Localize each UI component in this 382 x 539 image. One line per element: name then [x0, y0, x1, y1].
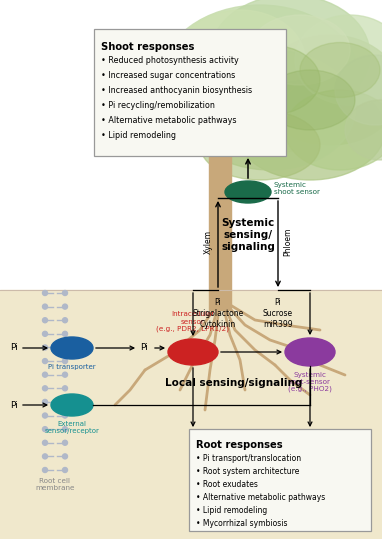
Text: • Mycorrhizal symbiosis: • Mycorrhizal symbiosis	[196, 519, 288, 528]
Ellipse shape	[170, 90, 250, 150]
Text: • Alternative metabolic pathways: • Alternative metabolic pathways	[101, 116, 236, 125]
Circle shape	[42, 440, 47, 445]
Text: Systemic
shoot sensor: Systemic shoot sensor	[274, 182, 320, 196]
Ellipse shape	[250, 15, 350, 85]
Text: • Pi recycling/remobilization: • Pi recycling/remobilization	[101, 101, 215, 110]
Text: Local sensing/signaling: Local sensing/signaling	[165, 378, 303, 388]
Circle shape	[42, 386, 47, 391]
Text: Pi: Pi	[10, 343, 18, 353]
Circle shape	[42, 413, 47, 418]
Ellipse shape	[185, 50, 355, 170]
Text: • Lipid remodeling: • Lipid remodeling	[196, 506, 267, 515]
Ellipse shape	[51, 337, 93, 359]
Circle shape	[42, 291, 47, 295]
Text: Pi transporter: Pi transporter	[48, 364, 96, 370]
Text: Root cell
membrane: Root cell membrane	[35, 478, 75, 492]
Circle shape	[42, 399, 47, 404]
Circle shape	[63, 317, 68, 323]
Circle shape	[42, 372, 47, 377]
Ellipse shape	[300, 43, 380, 98]
Ellipse shape	[335, 55, 382, 125]
Text: Systemic
sensing/
signaling: Systemic sensing/ signaling	[221, 218, 275, 252]
Ellipse shape	[165, 50, 275, 130]
Circle shape	[63, 304, 68, 309]
Bar	[0, 290, 382, 539]
Circle shape	[63, 345, 68, 350]
Circle shape	[42, 467, 47, 473]
Text: External
sensor/receptor: External sensor/receptor	[45, 421, 99, 434]
Ellipse shape	[160, 5, 360, 155]
Circle shape	[42, 317, 47, 323]
Ellipse shape	[175, 10, 305, 110]
Ellipse shape	[51, 394, 93, 416]
Circle shape	[42, 345, 47, 350]
Circle shape	[63, 399, 68, 404]
Ellipse shape	[265, 70, 355, 130]
Ellipse shape	[168, 339, 218, 365]
Ellipse shape	[295, 15, 382, 105]
Ellipse shape	[285, 338, 335, 366]
Circle shape	[42, 358, 47, 364]
FancyBboxPatch shape	[189, 429, 371, 531]
Text: Intracellular
sensor
(e.g., PDR2, LPR1/2): Intracellular sensor (e.g., PDR2, LPR1/2…	[157, 312, 230, 332]
Text: Pi: Pi	[140, 343, 148, 353]
Circle shape	[42, 454, 47, 459]
Circle shape	[42, 427, 47, 432]
Text: Pi
Sucrose
miR399: Pi Sucrose miR399	[263, 298, 293, 329]
Text: • Pi transport/translocation: • Pi transport/translocation	[196, 454, 301, 463]
Ellipse shape	[345, 100, 382, 160]
Text: • Alternative metabolic pathways: • Alternative metabolic pathways	[196, 493, 325, 502]
Text: • Increased anthocyanin biosynthesis: • Increased anthocyanin biosynthesis	[101, 86, 252, 95]
Text: • Increased sugar concentrations: • Increased sugar concentrations	[101, 71, 235, 80]
Circle shape	[63, 454, 68, 459]
Bar	[0, 0, 382, 290]
Circle shape	[63, 331, 68, 336]
Ellipse shape	[285, 90, 382, 170]
Text: • Reduced photosynthesis activity: • Reduced photosynthesis activity	[101, 56, 239, 65]
Circle shape	[63, 467, 68, 473]
Text: Phloem: Phloem	[283, 228, 293, 256]
Text: Shoot responses: Shoot responses	[101, 42, 194, 52]
Ellipse shape	[260, 35, 382, 145]
Text: Root responses: Root responses	[196, 440, 283, 450]
Circle shape	[42, 304, 47, 309]
Ellipse shape	[235, 80, 382, 180]
Circle shape	[63, 427, 68, 432]
Bar	[209, 100, 231, 310]
Text: • Root system architecture: • Root system architecture	[196, 467, 299, 476]
Text: Xylem: Xylem	[204, 230, 212, 254]
Ellipse shape	[210, 0, 370, 115]
Circle shape	[63, 440, 68, 445]
Ellipse shape	[225, 181, 271, 203]
FancyBboxPatch shape	[94, 29, 286, 156]
Text: Pi
Strigolactone
Cytokinin: Pi Strigolactone Cytokinin	[193, 298, 244, 329]
Circle shape	[63, 386, 68, 391]
Text: Systemic
root-sensor
(e.g., PHO2): Systemic root-sensor (e.g., PHO2)	[288, 372, 332, 392]
Circle shape	[63, 413, 68, 418]
Text: • Root exudates: • Root exudates	[196, 480, 258, 489]
Text: • Lipid remodeling: • Lipid remodeling	[101, 131, 176, 140]
Ellipse shape	[220, 45, 320, 115]
Ellipse shape	[200, 110, 320, 180]
Circle shape	[63, 291, 68, 295]
Text: Pi: Pi	[10, 400, 18, 410]
Circle shape	[42, 331, 47, 336]
Circle shape	[63, 358, 68, 364]
Circle shape	[63, 372, 68, 377]
